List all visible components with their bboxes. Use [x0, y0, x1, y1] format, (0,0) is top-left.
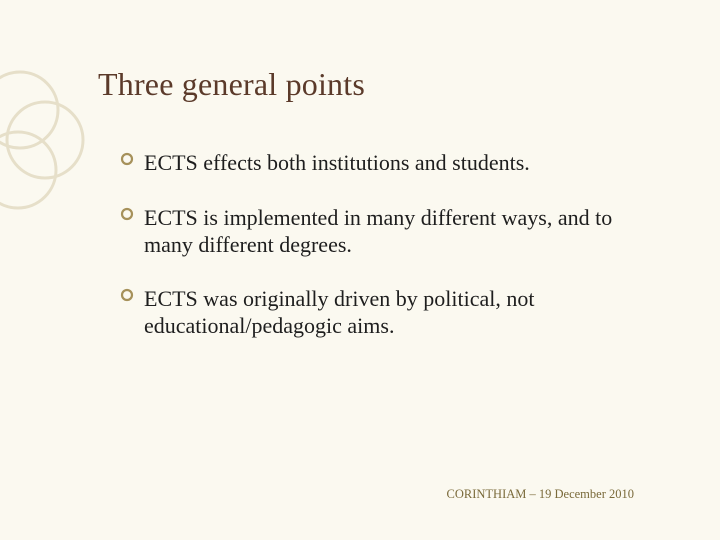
bullet-icon	[120, 288, 134, 302]
bullet-list: ECTS effects both institutions and stude…	[120, 150, 660, 368]
bullet-icon	[120, 207, 134, 221]
slide: Three general points ECTS effects both i…	[0, 0, 720, 540]
list-item: ECTS effects both institutions and stude…	[120, 150, 660, 177]
deco-circle	[7, 102, 83, 178]
footer-text: CORINTHIAM – 19 December 2010	[447, 487, 634, 502]
list-item-text: ECTS was originally driven by political,…	[144, 286, 660, 340]
list-item-text: ECTS effects both institutions and stude…	[144, 150, 660, 177]
deco-circle	[0, 132, 56, 208]
list-item-text: ECTS is implemented in many different wa…	[144, 205, 660, 259]
slide-title: Three general points	[98, 66, 365, 103]
bullet-icon	[120, 152, 134, 166]
decorative-circles	[0, 70, 100, 230]
list-item: ECTS was originally driven by political,…	[120, 286, 660, 340]
list-item: ECTS is implemented in many different wa…	[120, 205, 660, 259]
deco-circle	[0, 72, 58, 148]
